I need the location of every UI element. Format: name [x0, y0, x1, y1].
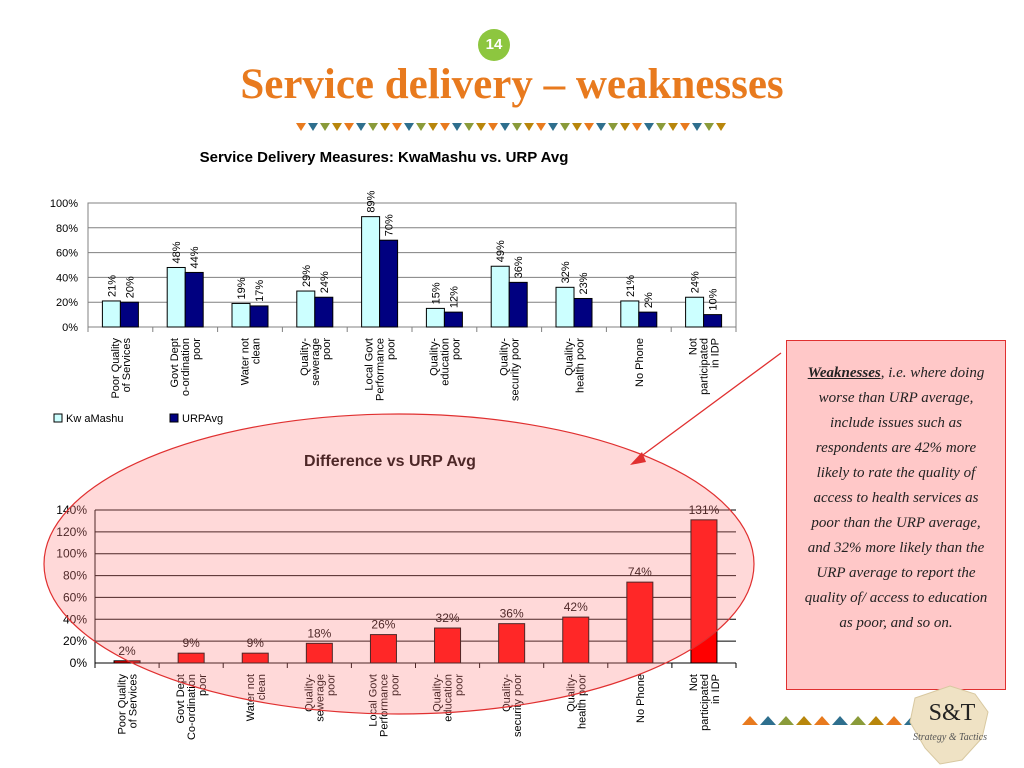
- chart1-category-label: Govt Depto-ordinationpoor: [169, 338, 203, 396]
- chart1-bar: [638, 311, 658, 328]
- chart2-category-label: Poor Qualityof Services: [117, 674, 140, 735]
- chart1-bar: [703, 314, 723, 328]
- chart2-y-tick-label: 40%: [63, 612, 87, 626]
- chart1-data-label: 23%: [578, 272, 590, 294]
- chart1-bar: [119, 301, 139, 328]
- chart1-data-label: 89%: [366, 190, 378, 212]
- chart2-category-label: Notparticipatedin IDP: [688, 674, 722, 731]
- chart1-bar: [508, 281, 528, 328]
- chart1-data-label: 29%: [301, 265, 313, 287]
- chart1-bar: [314, 296, 334, 328]
- chart1-data-label: 2%: [643, 292, 655, 308]
- chart1-category-label: Local GovtPerformancepoor: [364, 338, 398, 401]
- legend-swatch-urp: [169, 413, 179, 423]
- legend-label-urp: URPAvg: [182, 413, 223, 425]
- chart2-bar: [305, 642, 333, 664]
- chart1-data-label: 12%: [448, 286, 460, 308]
- chart2-bar: [434, 627, 462, 664]
- legend-label-kwamashu: Kw aMashu: [66, 413, 123, 425]
- chart2-data-label: 36%: [500, 607, 524, 621]
- chart2-y-tick-label: 20%: [63, 634, 87, 648]
- chart1-bar: [573, 297, 593, 328]
- callout-arrowhead: [630, 452, 646, 465]
- chart2-category-label: Quality-health poor: [565, 674, 588, 729]
- chart2-data-label: 32%: [436, 611, 460, 625]
- callout-arrow: [635, 352, 782, 461]
- chart2-bar: [177, 652, 205, 664]
- chart1-category-label: Quality-seweragepoor: [299, 338, 333, 386]
- chart1-data-label: 49%: [495, 240, 507, 262]
- callout-lead: Weaknesses: [807, 365, 881, 381]
- chart1-y-tick-label: 20%: [56, 297, 78, 309]
- chart1-category-label: Quality-educationpoor: [428, 338, 462, 386]
- chart2-y-tick-label: 120%: [56, 525, 87, 539]
- chart1-y-tick-label: 40%: [56, 272, 78, 284]
- chart1-category-label: Notparticipatedin IDP: [688, 338, 722, 395]
- chart2-data-label: 26%: [371, 618, 395, 632]
- chart2-bar: [369, 634, 397, 664]
- chart1-y-tick-label: 100%: [50, 198, 78, 210]
- chart1-y-tick-label: 0%: [62, 322, 78, 334]
- chart1-bar: [379, 239, 399, 328]
- chart1-data-label: 15%: [430, 282, 442, 304]
- chart2-data-label: 18%: [307, 626, 331, 640]
- chart1-y-tick-label: 60%: [56, 248, 78, 260]
- chart1-data-label: 36%: [513, 256, 525, 278]
- chart2-data-label: 9%: [182, 636, 200, 650]
- chart1-bar: [443, 311, 463, 328]
- chart2-bar: [690, 519, 718, 664]
- chart1-title: Service Delivery Measures: KwaMashu vs. …: [200, 149, 569, 166]
- legend-swatch-kwamashu: [53, 413, 63, 423]
- chart1-bar: [685, 296, 705, 328]
- chart2-category-label: Water notclean: [245, 674, 268, 721]
- chart1-y-tick-label: 80%: [56, 223, 78, 235]
- logo-text: S&T: [928, 700, 976, 726]
- chart2-y-tick-label: 80%: [63, 569, 87, 583]
- chart1-data-label: 24%: [690, 271, 702, 293]
- chart2-category-label: No Phone: [635, 674, 647, 723]
- chart1-category-label: Quality-health poor: [564, 338, 587, 393]
- weaknesses-callout: Weaknesses, i.e. where doing worse than …: [786, 340, 1006, 690]
- chart1-data-label: 19%: [236, 277, 248, 299]
- chart1-data-label: 10%: [708, 288, 720, 310]
- chart2-category-label: Govt DeptCo-ordinationpoor: [175, 674, 209, 740]
- chart1-data-label: 17%: [254, 280, 266, 302]
- highlight-ellipse: [43, 413, 755, 715]
- chart2-y-tick-label: 60%: [63, 590, 87, 604]
- chart1-category-label: Quality-security poor: [499, 338, 522, 401]
- chart1-data-label: 44%: [189, 246, 201, 268]
- chart2-bar: [626, 581, 654, 664]
- chart2-data-label: 9%: [247, 636, 265, 650]
- chart1-data-label: 20%: [124, 276, 136, 298]
- chart1-category-label: No Phone: [634, 338, 646, 387]
- chart1-data-label: 24%: [319, 271, 331, 293]
- chart1-bar: [249, 305, 269, 328]
- chart1-data-label: 21%: [625, 275, 637, 297]
- chart1-bar: [184, 271, 204, 328]
- slide-number-badge: 14: [478, 29, 510, 61]
- chart1-data-label: 21%: [106, 275, 118, 297]
- chart2-bar: [498, 623, 526, 664]
- chart2-data-label: 131%: [689, 503, 720, 517]
- chart1-data-label: 32%: [560, 261, 572, 283]
- chart1-data-label: 48%: [171, 241, 183, 263]
- chart1-data-label: 70%: [384, 214, 396, 236]
- chart2-data-label: 42%: [564, 600, 588, 614]
- chart2-y-tick-label: 0%: [70, 656, 88, 670]
- chart2-data-label: 2%: [118, 644, 136, 658]
- slide-title: Service delivery – weaknesses: [240, 61, 784, 108]
- chart2-bar: [562, 616, 590, 664]
- chart1-category-label: Water notclean: [240, 338, 263, 385]
- chart2-data-label: 74%: [628, 565, 652, 579]
- chart2-category-label: Quality-educationpoor: [432, 674, 466, 722]
- chart2-y-tick-label: 100%: [56, 547, 87, 561]
- chart2-title: Difference vs URP Avg: [304, 453, 476, 470]
- chart2-bar: [241, 652, 269, 664]
- chart1-category-label: Poor Qualityof Services: [110, 338, 133, 399]
- logo-tagline: Strategy & Tactics: [912, 732, 988, 743]
- callout-text: , i.e. where doing worse than URP averag…: [804, 365, 988, 631]
